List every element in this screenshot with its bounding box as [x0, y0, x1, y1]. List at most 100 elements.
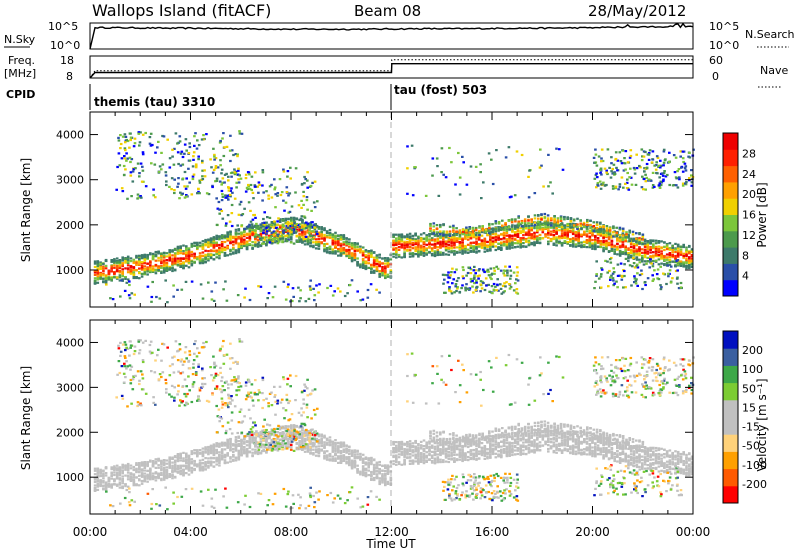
power-cell [641, 175, 644, 178]
power-cell [685, 267, 688, 270]
power-cell [312, 241, 315, 244]
power-cell [313, 294, 317, 297]
power-cell [251, 247, 254, 250]
power-cell [364, 256, 368, 259]
power-cell [250, 188, 253, 192]
power-cell [579, 219, 582, 222]
power-cell [220, 183, 223, 186]
power-cell [226, 233, 229, 236]
power-cell [486, 244, 489, 247]
power-cell [688, 151, 691, 154]
power-cell [645, 176, 648, 179]
power-cell [432, 222, 436, 225]
power-cell [245, 227, 249, 230]
power-cell [417, 245, 420, 248]
power-cell [485, 284, 488, 287]
power-cell [287, 238, 290, 241]
power-cell [436, 239, 440, 242]
power-cell [135, 254, 138, 257]
power-cell [115, 261, 119, 264]
power-cell [444, 245, 448, 248]
power-cell [638, 250, 641, 253]
power-cell [202, 134, 205, 137]
power-cell [367, 255, 370, 258]
power-cell [653, 269, 656, 272]
power-cell [339, 238, 343, 241]
power-cell [488, 231, 491, 235]
power-cell [486, 229, 489, 232]
power-cell [378, 260, 381, 263]
power-cell [141, 151, 145, 154]
power-cell [176, 257, 180, 260]
power-cell [218, 243, 221, 247]
power-cell [309, 184, 313, 188]
power-cell [533, 233, 536, 236]
power-cell [261, 242, 264, 245]
power-cell [566, 216, 569, 219]
power-cell [282, 199, 285, 202]
power-cell [681, 182, 685, 185]
power-cell [281, 237, 284, 240]
power-cell [160, 264, 163, 267]
power-cell [511, 243, 514, 246]
freq-line [89, 63, 693, 79]
power-cell [690, 254, 694, 257]
power-cell [124, 168, 127, 171]
power-cell [209, 253, 213, 256]
power-cell [589, 219, 592, 222]
power-cell [679, 262, 683, 265]
power-cell [320, 242, 323, 245]
power-cell [690, 258, 694, 261]
power-cell [658, 182, 662, 185]
power-cell [302, 203, 305, 206]
power-cell [428, 242, 431, 245]
power-cell [579, 222, 582, 225]
power-cell [162, 259, 166, 262]
power-cell [361, 252, 365, 255]
power-cell [643, 242, 647, 245]
power-cell [448, 234, 452, 237]
power-cell [621, 240, 625, 243]
power-cell [453, 239, 456, 242]
power-cell [238, 130, 241, 133]
velocity-cell [104, 487, 108, 490]
power-cell [566, 228, 569, 231]
power-cell [455, 251, 459, 254]
power-cell [165, 252, 169, 255]
power-cell [346, 292, 349, 295]
power-cell [588, 246, 592, 249]
power-cell [537, 221, 540, 224]
power-cell [232, 251, 235, 254]
power-cell [659, 164, 663, 167]
power-cell [216, 166, 220, 169]
power-cell [428, 243, 431, 246]
power-cell [660, 252, 663, 255]
power-cell [259, 244, 263, 248]
power-cell [366, 296, 370, 299]
power-cell [223, 240, 227, 244]
power-cell [274, 231, 277, 234]
power-cell [479, 171, 482, 174]
power-cell [511, 224, 514, 227]
power-cell [193, 252, 196, 255]
power-cell [369, 283, 373, 286]
power-cell [662, 272, 665, 275]
power-cell [151, 143, 154, 147]
power-cell [182, 257, 185, 260]
power-cell [168, 255, 171, 258]
power-cell [345, 253, 348, 256]
power-cell [481, 226, 484, 229]
power-cell [226, 245, 229, 249]
power-cell [280, 191, 284, 194]
power-cell [254, 235, 257, 238]
power-cell [212, 246, 216, 249]
power-cell [624, 257, 628, 260]
freq-right-tick-bottom: 0 [712, 70, 719, 83]
power-cell [606, 148, 610, 151]
power-cell [392, 235, 395, 239]
power-cell [155, 295, 158, 299]
velocity-cell [99, 474, 102, 478]
power-cell [265, 226, 268, 229]
power-cell [479, 283, 482, 286]
power-cell [600, 160, 603, 163]
